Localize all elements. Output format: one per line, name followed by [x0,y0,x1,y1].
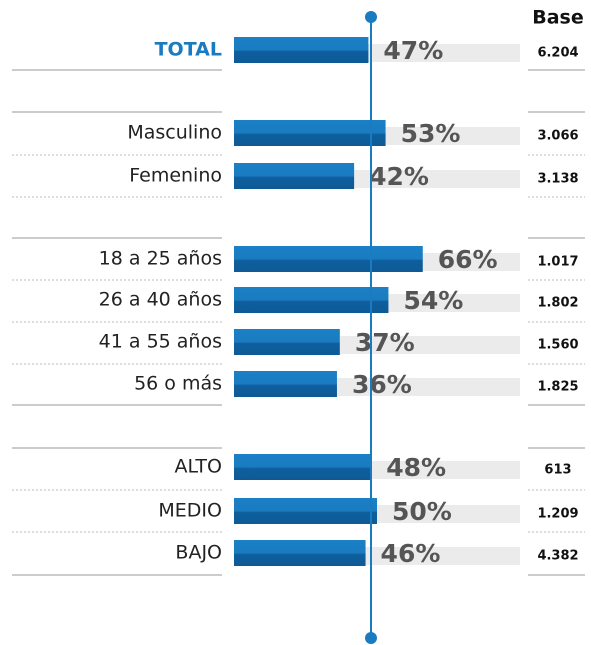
category-label: MEDIO [158,500,222,522]
category-label: 56 o más [134,373,222,395]
category-label: Femenino [129,165,222,187]
bar [234,454,372,480]
bar [234,120,386,146]
category-label: ALTO [174,456,222,478]
base-value: 1.560 [537,338,578,353]
base-value: 1.825 [537,380,578,395]
bar [234,37,369,63]
bar [234,540,366,566]
base-value: 1.209 [537,507,578,522]
category-label: Masculino [127,122,222,144]
category-label: 41 a 55 años [99,331,222,353]
category-label: BAJO [175,542,222,564]
value-label: 42% [369,162,429,191]
value-label: 50% [392,497,452,526]
bar [234,371,337,397]
value-label: 54% [403,286,463,315]
bar [234,246,423,272]
base-header: Base [532,7,584,29]
value-label: 37% [355,328,415,357]
base-value: 613 [544,463,571,478]
bar [234,329,340,355]
reference-dot [365,11,377,23]
value-label: 53% [401,119,461,148]
base-value: 3.138 [537,172,578,187]
base-value: 1.802 [537,296,578,311]
category-label: 26 a 40 años [99,289,222,311]
value-label: 46% [381,539,441,568]
base-value: 3.066 [537,129,578,144]
bar [234,287,389,313]
bar [234,498,377,524]
reference-dot [365,632,377,644]
value-label: 36% [352,370,412,399]
category-label: 18 a 25 años [99,248,222,270]
value-label: 47% [383,36,443,65]
base-value: 1.017 [537,255,578,270]
category-label: TOTAL [155,39,222,61]
base-value: 6.204 [537,46,578,61]
base-value: 4.382 [537,549,578,564]
value-label: 48% [386,453,446,482]
bar [234,163,355,189]
value-label: 66% [438,245,498,274]
